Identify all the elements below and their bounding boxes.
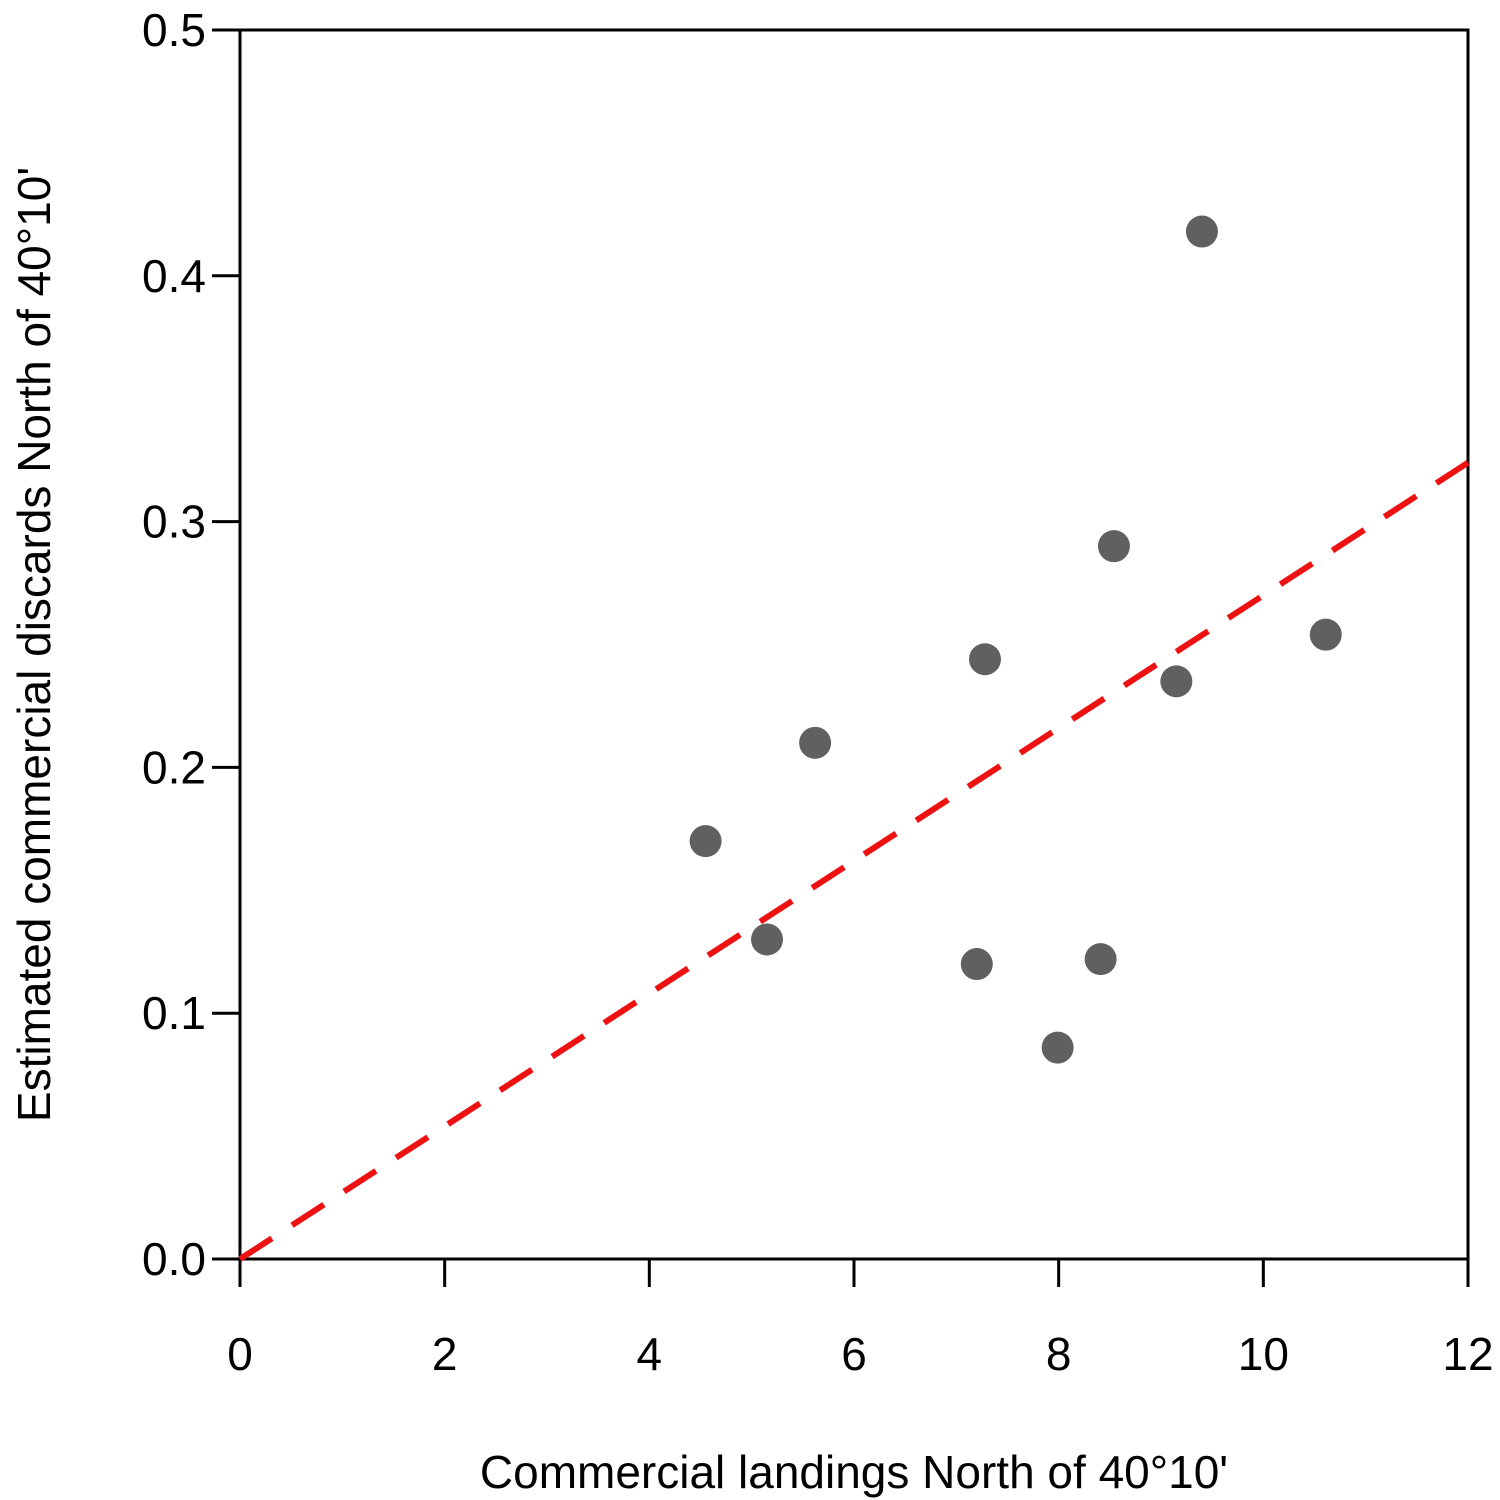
data-point [751, 923, 784, 956]
x-tick-label: 12 [1442, 1328, 1493, 1380]
data-point [1160, 665, 1193, 698]
reference-line-layer [238, 460, 1470, 1262]
data-point [799, 726, 832, 759]
y-tick-label: 0.4 [142, 250, 206, 302]
data-point [1185, 215, 1218, 248]
y-tick-label: 0.2 [142, 741, 206, 793]
y-tick-label: 0.3 [142, 496, 206, 548]
data-point [968, 643, 1001, 676]
x-axis: 0 2 4 6 8 10 12 [227, 1259, 1494, 1380]
data-point [689, 825, 722, 858]
data-point [1097, 530, 1130, 563]
y-axis: 0.0 0.1 0.2 0.3 0.4 0.5 [142, 4, 240, 1285]
x-tick-label: 10 [1238, 1328, 1289, 1380]
reference-line [238, 460, 1470, 1262]
data-points [689, 215, 1342, 1064]
data-point [1084, 943, 1117, 976]
data-point [1309, 618, 1342, 651]
x-tick-label: 4 [637, 1328, 663, 1380]
data-point [960, 948, 993, 981]
y-tick-label: 0.1 [142, 987, 206, 1039]
x-axis-title: Commercial landings North of 40°10' [480, 1446, 1228, 1498]
y-tick-label: 0.5 [142, 4, 206, 56]
data-point [1041, 1031, 1074, 1064]
x-tick-label: 8 [1046, 1328, 1072, 1380]
y-tick-label: 0.0 [142, 1233, 206, 1285]
y-axis-title: Estimated commercial discards North of 4… [8, 167, 60, 1122]
x-tick-label: 0 [227, 1328, 253, 1380]
plot-frame [238, 28, 1470, 1261]
x-tick-label: 2 [432, 1328, 458, 1380]
x-tick-label: 6 [841, 1328, 867, 1380]
